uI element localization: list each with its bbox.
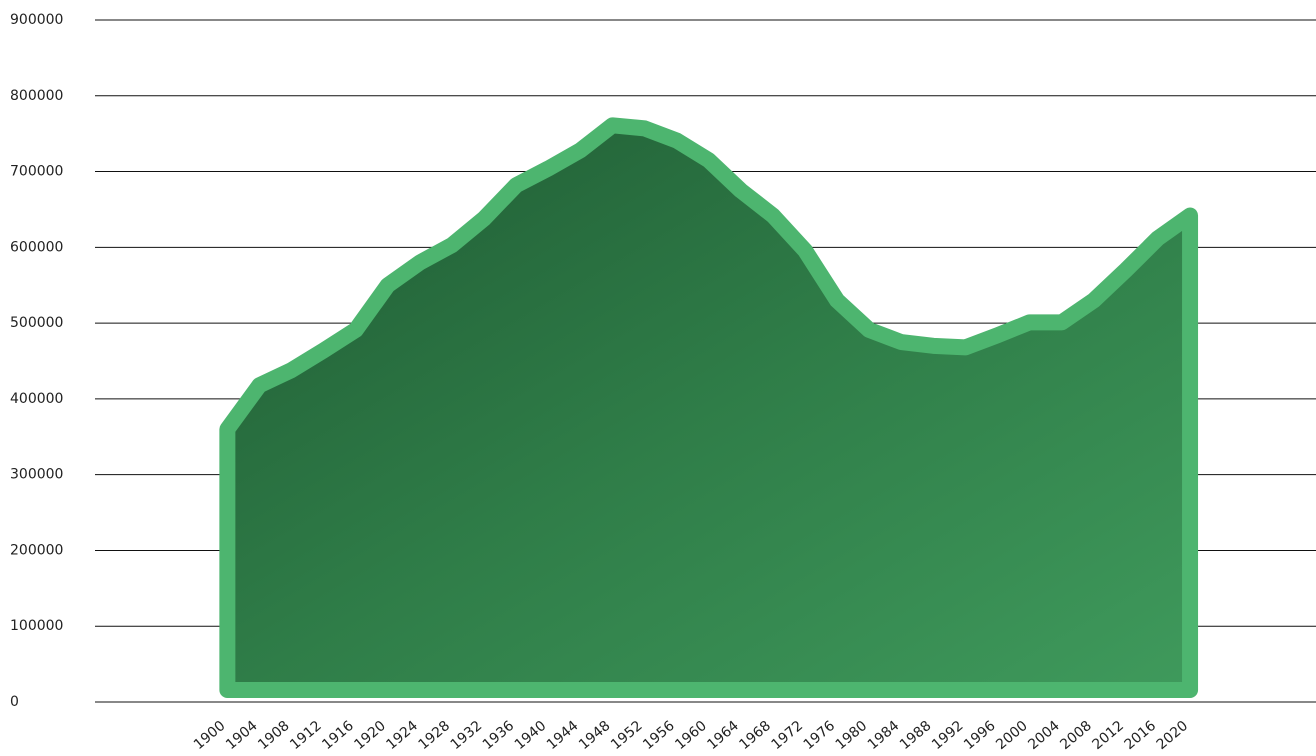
x-tick-label: 2020 [1154, 718, 1192, 753]
x-tick-label: 1932 [448, 718, 486, 753]
x-tick-label: 1936 [480, 718, 518, 753]
y-tick-label: 900000 [10, 12, 63, 28]
x-tick-label: 1948 [576, 718, 614, 753]
x-tick-label: 1960 [672, 718, 710, 753]
x-tick-label: 1956 [640, 718, 678, 753]
y-tick-label: 800000 [10, 88, 63, 104]
x-tick-label: 2008 [1057, 718, 1095, 753]
x-tick-label: 1996 [961, 718, 999, 753]
x-tick-label: 1972 [769, 718, 807, 753]
x-tick-label: 1912 [287, 718, 325, 753]
x-tick-label: 1924 [383, 718, 421, 753]
x-tick-label: 1968 [736, 718, 774, 753]
x-tick-label: 1904 [223, 718, 261, 753]
x-tick-label: 1984 [865, 718, 903, 753]
x-tick-label: 1928 [416, 718, 454, 753]
y-tick-label: 700000 [10, 164, 63, 180]
x-tick-label: 2000 [993, 718, 1031, 753]
y-tick-label: 200000 [10, 542, 63, 558]
x-tick-label: 1908 [255, 718, 293, 753]
x-tick-label: 1964 [704, 718, 742, 753]
x-tick-label: 1988 [897, 718, 935, 753]
y-tick-label: 400000 [10, 391, 63, 407]
x-tick-label: 1980 [833, 718, 871, 753]
x-tick-label: 1944 [544, 718, 582, 753]
y-tick-label: 300000 [10, 467, 63, 483]
x-tick-label: 2012 [1089, 718, 1127, 753]
y-tick-label: 100000 [10, 618, 63, 634]
x-tick-label: 2004 [1025, 718, 1063, 753]
y-tick-label: 500000 [10, 315, 63, 331]
x-tick-label: 1900 [191, 718, 229, 753]
x-tick-label: 1952 [608, 718, 646, 753]
x-tick-label: 1992 [929, 718, 967, 753]
x-tick-label: 1940 [512, 718, 550, 753]
x-tick-label: 1976 [801, 718, 839, 753]
x-tick-label: 1920 [351, 718, 389, 753]
area [219, 117, 1199, 698]
y-tick-label: 600000 [10, 239, 63, 255]
x-tick-label: 1916 [319, 718, 357, 753]
y-tick-label: 0 [10, 694, 19, 710]
x-tick-label: 2016 [1122, 718, 1160, 753]
